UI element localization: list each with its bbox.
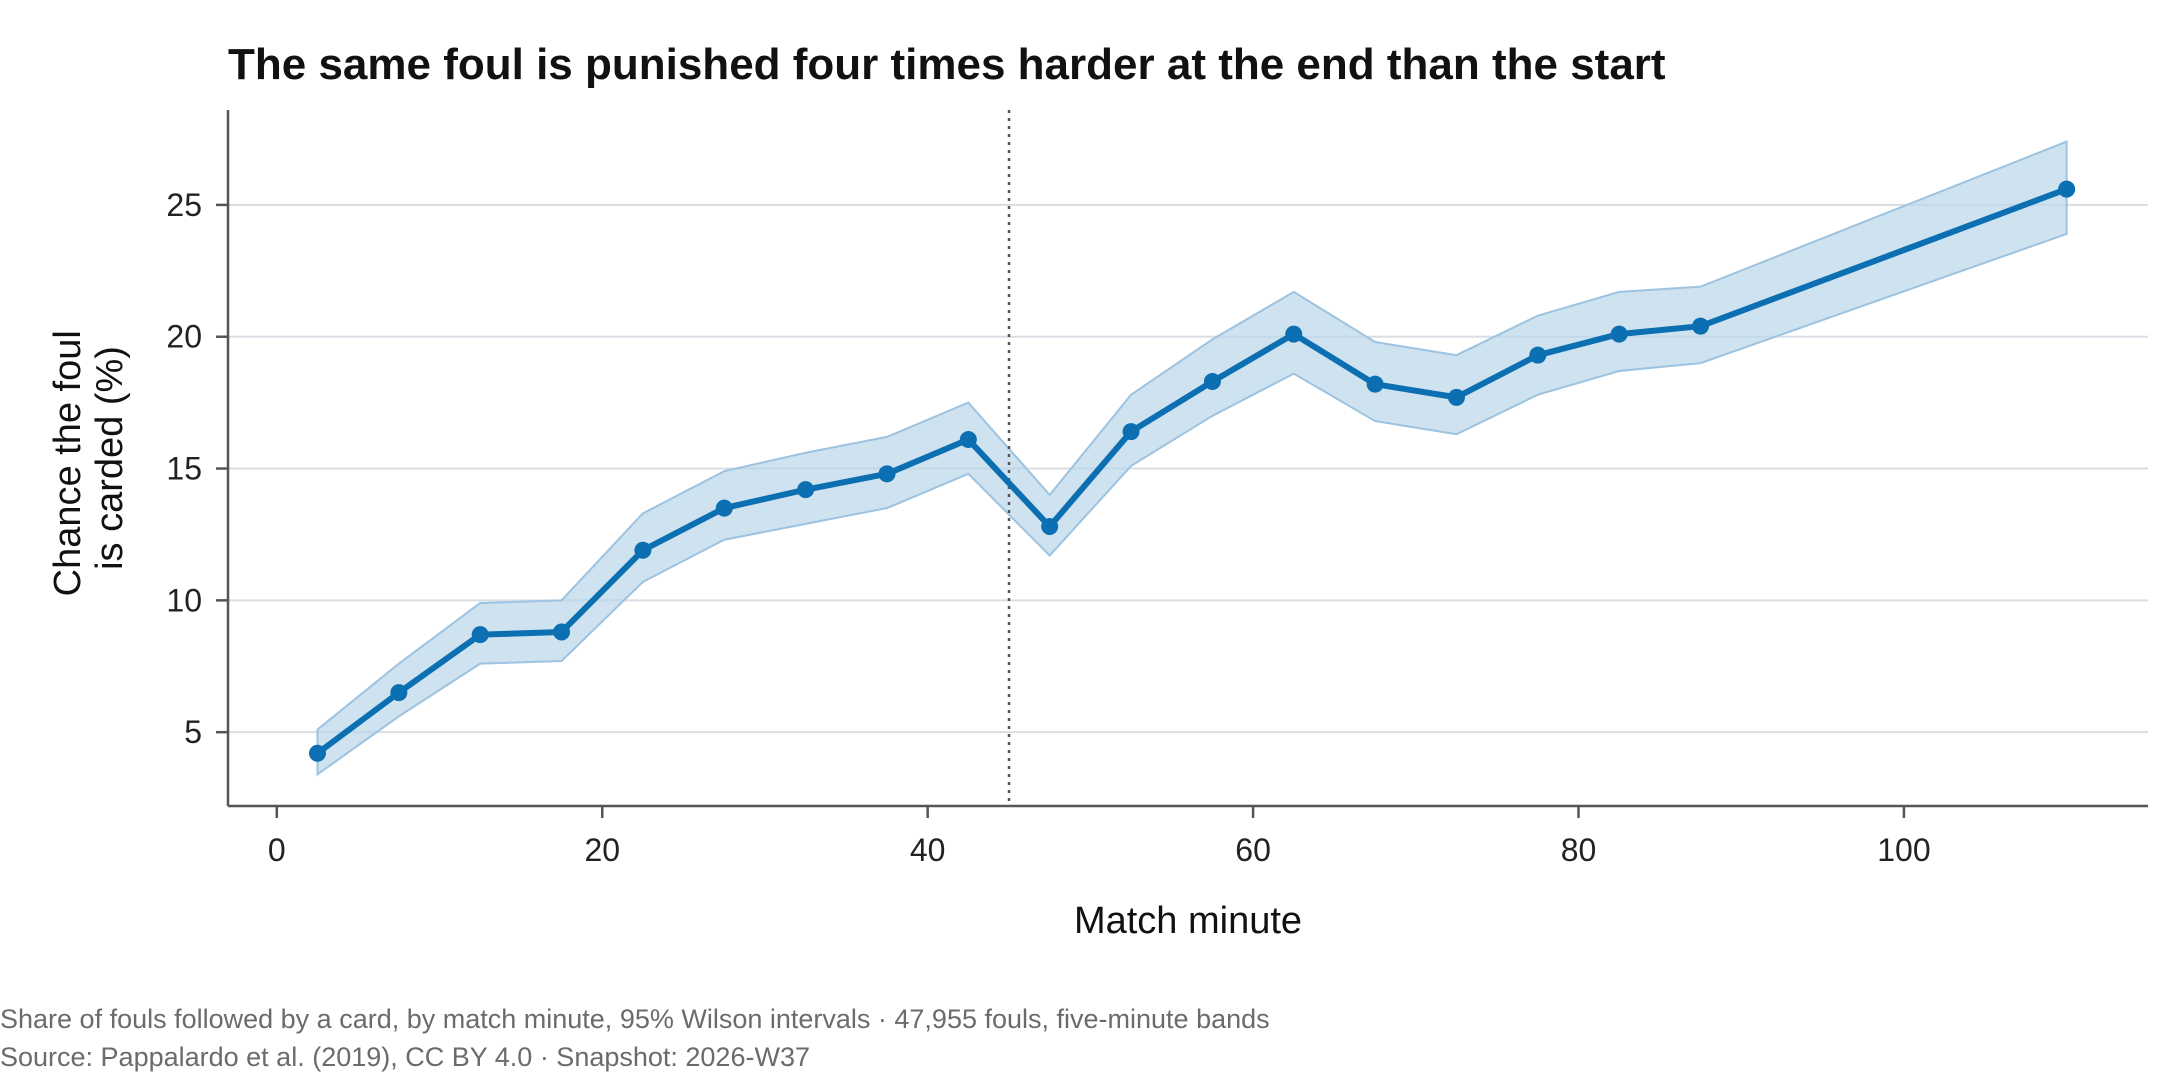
chart-title: The same foul is punished four times har… bbox=[228, 40, 1666, 89]
data-point bbox=[1692, 317, 1710, 335]
y-axis-label-line1: Chance the foul bbox=[47, 330, 89, 596]
y-tick-label: 25 bbox=[166, 187, 202, 223]
tick-labels: 0 20 40 60 80 100 5 10 15 20 25 bbox=[166, 187, 1930, 868]
x-tick-label: 80 bbox=[1561, 832, 1597, 868]
confidence-band bbox=[316, 140, 2068, 777]
y-axis-label: Chance the foul is carded (%) bbox=[47, 320, 131, 597]
data-point bbox=[1285, 325, 1303, 343]
data-point bbox=[2058, 180, 2076, 198]
data-point bbox=[715, 499, 733, 517]
y-axis-label-line2: is carded (%) bbox=[89, 346, 131, 570]
data-points bbox=[308, 180, 2076, 762]
data-point bbox=[1447, 388, 1465, 406]
data-point bbox=[390, 684, 408, 702]
x-tick-label: 0 bbox=[268, 832, 286, 868]
data-point bbox=[308, 744, 326, 762]
y-tick-label: 5 bbox=[184, 714, 202, 750]
data-point bbox=[1122, 423, 1140, 441]
data-point bbox=[1529, 346, 1547, 364]
data-point bbox=[471, 626, 489, 644]
data-point bbox=[878, 465, 896, 483]
x-tick-label: 60 bbox=[1235, 832, 1271, 868]
x-tick-label: 40 bbox=[910, 832, 946, 868]
x-tick-label: 20 bbox=[584, 832, 620, 868]
y-tick-label: 20 bbox=[166, 319, 202, 355]
data-point bbox=[1203, 373, 1221, 391]
data-point bbox=[797, 481, 815, 499]
footer-description: Share of fouls followed by a card, by ma… bbox=[0, 1004, 1270, 1034]
data-point bbox=[1366, 375, 1384, 393]
axes bbox=[216, 110, 2148, 818]
x-tick-label: 100 bbox=[1877, 832, 1930, 868]
y-tick-label: 15 bbox=[166, 451, 202, 487]
data-point bbox=[959, 431, 977, 449]
data-point bbox=[553, 623, 571, 641]
data-point bbox=[1041, 518, 1059, 536]
y-tick-label: 10 bbox=[166, 582, 202, 618]
x-axis-label: Match minute bbox=[1074, 900, 1302, 942]
data-point bbox=[1610, 325, 1628, 343]
data-point bbox=[634, 541, 652, 559]
footer-source: Source: Pappalardo et al. (2019), CC BY … bbox=[0, 1042, 810, 1072]
